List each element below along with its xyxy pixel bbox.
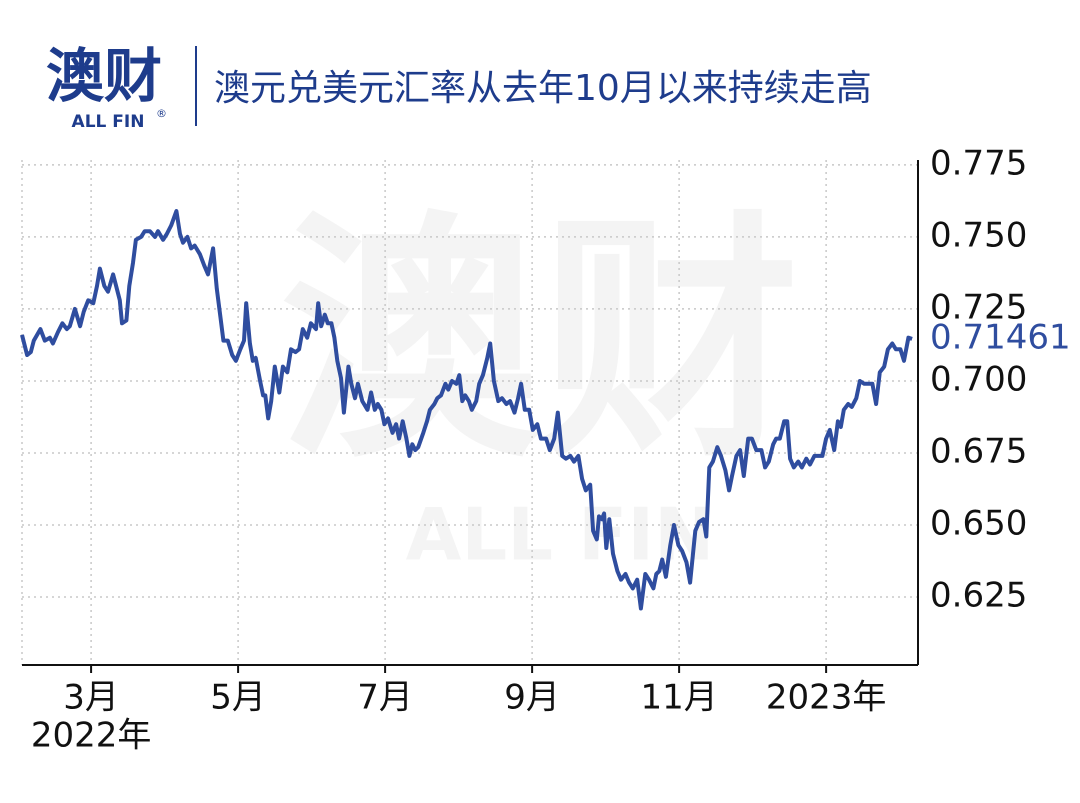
chart-title: 澳元兑美元汇率从去年10月以来持续走高 bbox=[214, 68, 872, 109]
end-value-label: 0.71461 bbox=[930, 317, 1071, 357]
x-year-label: 2022年 bbox=[31, 716, 152, 756]
y-tick-label: 0.650 bbox=[930, 503, 1027, 543]
x-tick-label: 2023年 bbox=[766, 678, 887, 718]
line-series bbox=[20, 209, 913, 611]
y-tick-label: 0.750 bbox=[930, 215, 1027, 255]
x-tick-label: 3月 bbox=[63, 678, 119, 718]
watermark: 澳财 bbox=[280, 191, 800, 493]
y-tick-label: 0.675 bbox=[930, 431, 1027, 471]
x-tick-label: 9月 bbox=[504, 678, 560, 718]
x-tick-label: 5月 bbox=[210, 678, 266, 718]
y-tick-label: 0.700 bbox=[930, 359, 1027, 399]
y-tick-label: 0.725 bbox=[930, 287, 1027, 327]
x-tick-label: 7月 bbox=[357, 678, 413, 718]
y-tick-label: 0.775 bbox=[930, 143, 1027, 183]
logo-sub: ALL FIN bbox=[72, 112, 145, 132]
x-tick-label: 11月 bbox=[640, 678, 717, 718]
logo: 澳财 bbox=[46, 42, 162, 110]
y-tick-label: 0.625 bbox=[930, 576, 1027, 616]
logo-mark: ® bbox=[156, 107, 167, 120]
